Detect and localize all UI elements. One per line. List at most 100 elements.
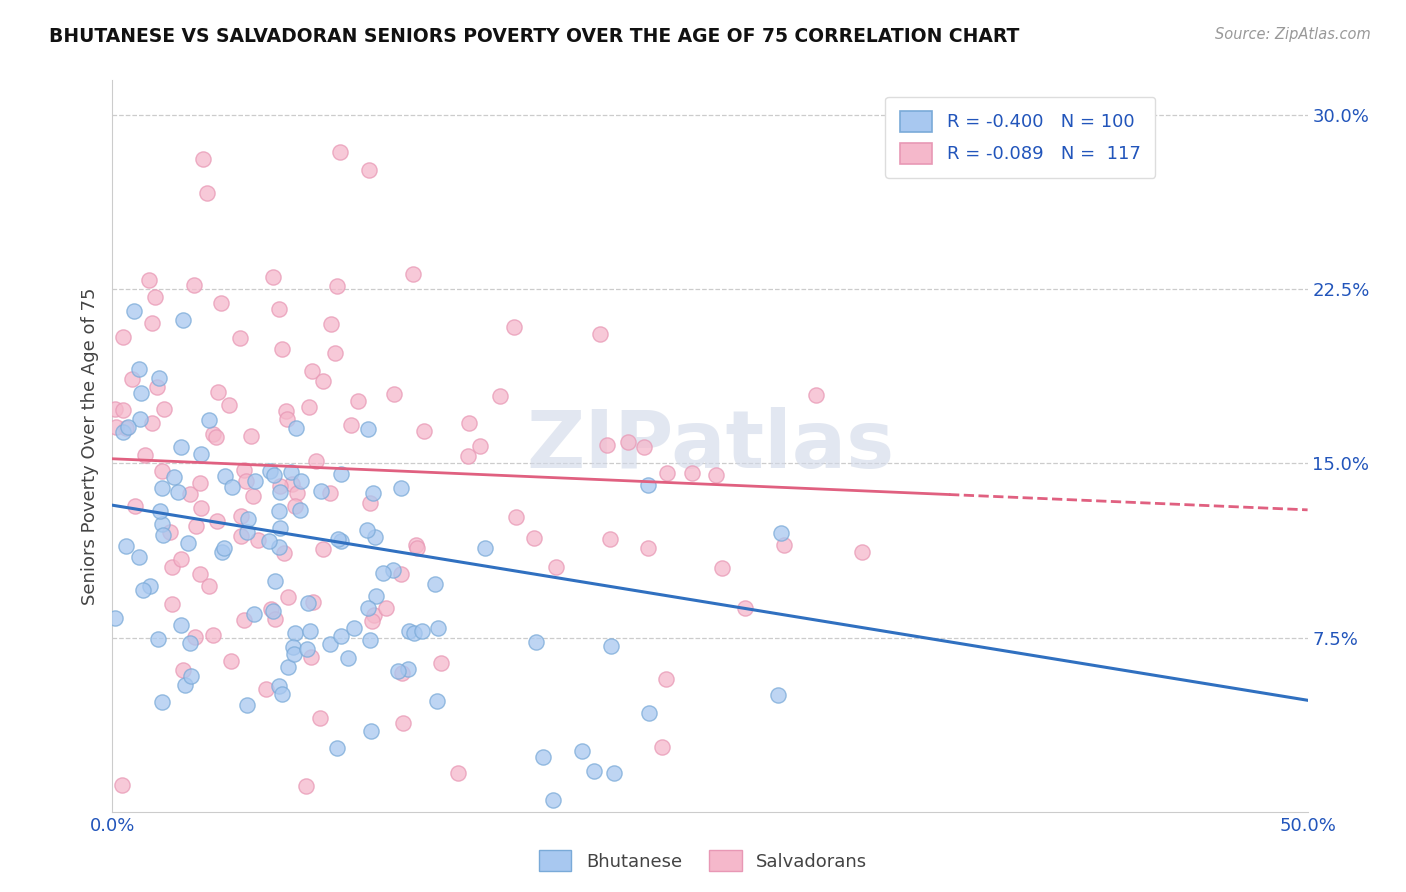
Point (280, 466, 302, 480)
Point (146, 380, 169, 394)
Point (115, 421, 138, 435)
Point (633, 440, 655, 454)
Point (595, 438, 617, 452)
Point (319, 318, 342, 332)
Point (523, 531, 546, 545)
Point (311, 374, 333, 388)
Point (330, 629, 353, 643)
Point (205, 514, 228, 528)
Legend: R = -0.400   N = 100, R = -0.089   N =  117: R = -0.400 N = 100, R = -0.089 N = 117 (886, 96, 1156, 178)
Point (359, 632, 381, 647)
Point (167, 485, 190, 500)
Point (330, 467, 353, 481)
Point (382, 387, 405, 401)
Point (104, 611, 127, 625)
Point (311, 483, 333, 498)
Point (284, 499, 307, 513)
Point (218, 398, 240, 412)
Point (281, 640, 304, 654)
Point (298, 400, 321, 414)
Point (277, 660, 299, 674)
Point (524, 634, 547, 648)
Point (277, 590, 299, 604)
Point (212, 541, 235, 555)
Point (851, 545, 873, 559)
Point (766, 688, 789, 702)
Point (246, 533, 269, 548)
Point (159, 525, 181, 540)
Point (357, 422, 380, 436)
Point (128, 362, 150, 376)
Point (387, 664, 409, 678)
Point (112, 425, 135, 440)
Point (138, 273, 160, 287)
Point (474, 541, 496, 555)
Point (152, 464, 174, 478)
Point (544, 559, 567, 574)
Point (180, 669, 202, 683)
Point (197, 579, 219, 593)
Point (150, 695, 173, 709)
Text: BHUTANESE VS SALVADORAN SENIORS POVERTY OVER THE AGE OF 75 CORRELATION CHART: BHUTANESE VS SALVADORAN SENIORS POVERTY … (49, 27, 1019, 45)
Point (104, 420, 127, 434)
Point (128, 549, 150, 564)
Point (290, 503, 312, 517)
Point (404, 625, 426, 640)
Point (617, 434, 640, 449)
Point (600, 639, 623, 653)
Point (174, 678, 197, 692)
Point (363, 531, 385, 545)
Point (231, 529, 253, 543)
Point (269, 521, 291, 535)
Point (571, 744, 593, 758)
Point (162, 470, 184, 484)
Point (143, 290, 166, 304)
Point (359, 162, 381, 177)
Text: ZIPatlas: ZIPatlas (526, 407, 894, 485)
Point (170, 617, 193, 632)
Point (263, 611, 285, 625)
Y-axis label: Seniors Poverty Over the Age of 75: Seniors Poverty Over the Age of 75 (80, 287, 98, 605)
Point (325, 278, 347, 293)
Point (285, 485, 308, 500)
Point (149, 504, 172, 518)
Point (603, 765, 626, 780)
Point (711, 560, 734, 574)
Point (366, 590, 388, 604)
Point (426, 694, 449, 708)
Point (128, 412, 150, 426)
Point (312, 542, 335, 557)
Point (219, 654, 242, 668)
Point (129, 386, 152, 401)
Point (773, 538, 796, 552)
Point (229, 331, 252, 345)
Point (209, 295, 232, 310)
Point (117, 420, 139, 434)
Point (447, 766, 470, 780)
Point (541, 793, 564, 807)
Point (427, 621, 450, 635)
Point (205, 430, 228, 444)
Point (651, 739, 673, 754)
Point (177, 536, 200, 550)
Point (396, 662, 419, 676)
Point (734, 601, 756, 615)
Point (361, 486, 384, 500)
Point (267, 680, 290, 694)
Point (141, 316, 163, 330)
Point (589, 327, 612, 342)
Point (269, 478, 291, 492)
Point (343, 621, 366, 635)
Point (274, 404, 297, 418)
Point (243, 474, 266, 488)
Point (337, 651, 360, 665)
Point (121, 372, 143, 386)
Point (361, 614, 384, 628)
Point (681, 466, 703, 480)
Point (146, 632, 169, 647)
Point (193, 152, 215, 166)
Point (184, 631, 207, 645)
Point (170, 440, 193, 454)
Point (360, 724, 382, 739)
Point (150, 481, 173, 495)
